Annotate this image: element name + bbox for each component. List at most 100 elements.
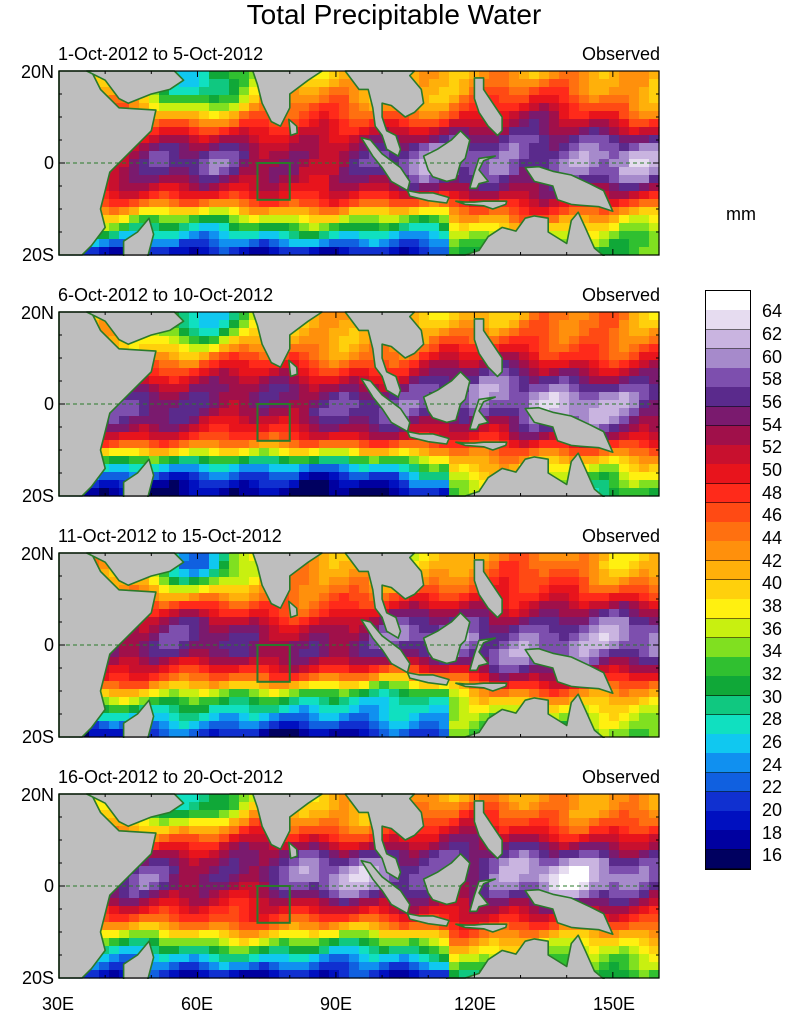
colorbar-tick-label: 46: [762, 505, 783, 526]
map-panel: 11-Oct-2012 to 15-Oct-2012 Observed: [58, 526, 660, 738]
colorbar-tick-label: 50: [762, 460, 783, 480]
colorbar-swatch: [706, 580, 750, 600]
colorbar-swatch: [706, 425, 750, 446]
x-label-120e: 120E: [453, 994, 497, 1014]
map-panel: 6-Oct-2012 to 10-Oct-2012 Observed: [58, 285, 660, 497]
colorbar-units: mm: [726, 204, 756, 224]
study-region-box: [256, 162, 291, 201]
colorbar-tick-label: 48: [762, 482, 783, 503]
study-region-box: [256, 885, 291, 924]
colorbar-swatch: [706, 637, 750, 658]
land-masses: [58, 552, 614, 738]
colorbar-tick-label: 42: [762, 550, 783, 571]
map-frame: [58, 552, 660, 738]
colorbar-swatch: [706, 676, 750, 697]
map-frame: [58, 793, 660, 979]
precipitable-water-map: [58, 311, 660, 497]
colorbar-tick-label: 24: [762, 754, 783, 775]
colorbar-tick-label: 28: [762, 709, 783, 730]
map-panel: 16-Oct-2012 to 20-Oct-2012 Observed: [58, 767, 660, 979]
panel-date-range: 16-Oct-2012 to 20-Oct-2012: [58, 767, 284, 787]
colorbar-swatch: [706, 618, 750, 639]
y-label-20s: 20S: [21, 727, 54, 747]
colorbar-swatch: [706, 368, 750, 388]
precipitable-water-map: [58, 70, 660, 256]
colorbar-tick-label: 16: [762, 845, 783, 866]
colorbar-swatch: [706, 734, 750, 754]
y-label-20n: 20N: [20, 62, 54, 82]
colorbar-swatch: [706, 695, 750, 716]
colorbar-swatch: [706, 522, 750, 542]
map-panel: 1-Oct-2012 to 5-Oct-2012 Observed: [58, 44, 660, 256]
panel-date-range: 1-Oct-2012 to 5-Oct-2012: [58, 44, 264, 64]
colorbar-swatch: [706, 310, 750, 331]
colorbar-tick-label: 22: [762, 777, 783, 798]
x-label-60e: 60E: [180, 994, 214, 1014]
colorbar-swatch: [706, 387, 750, 408]
panel-status: Observed: [581, 526, 660, 546]
colorbar-swatch: [706, 445, 750, 465]
colorbar-tick-label: 60: [762, 346, 783, 367]
colorbar-tick-label: 38: [762, 596, 783, 616]
figure-title: Total Precipitable Water: [246, 0, 542, 30]
y-label-20n: 20N: [20, 785, 54, 805]
study-region-box: [256, 403, 291, 442]
colorbar-tick-label: 44: [762, 528, 783, 548]
land-masses: [58, 70, 614, 256]
y-label-20s: 20S: [21, 486, 54, 506]
colorbar-swatch: [706, 811, 750, 831]
colorbar-tick-label: 58: [762, 369, 783, 390]
colorbar-tick-label: 36: [762, 618, 783, 639]
colorbar-swatch: [706, 406, 750, 427]
x-label-30e: 30E: [41, 994, 75, 1014]
y-label-20s: 20S: [21, 968, 54, 988]
map-frame: [58, 70, 660, 256]
colorbar-swatch: [706, 502, 750, 523]
colorbar-tick-label: 20: [762, 800, 783, 820]
colorbar: [705, 290, 751, 870]
colorbar-swatch: [706, 348, 750, 369]
precipitable-water-map: [58, 552, 660, 738]
colorbar-swatch: [706, 560, 750, 581]
colorbar-swatch: [706, 464, 750, 485]
colorbar-tick-label: 30: [762, 686, 783, 707]
colorbar-swatch: [706, 483, 750, 504]
map-frame: [58, 311, 660, 497]
y-label-20n: 20N: [20, 303, 54, 323]
colorbar-swatch: [706, 791, 750, 812]
y-label-0: 0: [43, 635, 54, 655]
panel-date-range: 11-Oct-2012 to 15-Oct-2012: [58, 526, 282, 546]
land-masses: [58, 311, 614, 497]
colorbar-tick-label: 56: [762, 392, 783, 412]
colorbar-tick-label: 62: [762, 324, 783, 344]
colorbar-tick-label: 34: [762, 641, 783, 662]
colorbar-swatch: [706, 714, 750, 735]
colorbar-swatch: [706, 753, 750, 774]
colorbar-tick-label: 52: [762, 437, 783, 458]
colorbar-tick-label: 32: [762, 664, 783, 684]
colorbar-swatch: [706, 657, 750, 677]
panel-status: Observed: [581, 44, 660, 64]
y-label-0: 0: [43, 394, 54, 414]
colorbar-tick-label: 26: [762, 732, 783, 752]
y-label-0: 0: [43, 876, 54, 896]
colorbar-swatch: [706, 849, 750, 870]
study-region-box: [256, 644, 291, 683]
precipitable-water-map: [58, 793, 660, 979]
colorbar-swatch: [706, 291, 750, 311]
colorbar-swatch: [706, 772, 750, 793]
colorbar-swatch: [706, 830, 750, 851]
colorbar-tick-label: 64: [762, 301, 783, 322]
colorbar-tick-label: 40: [762, 573, 783, 594]
land-masses: [58, 793, 614, 979]
colorbar-swatch: [706, 329, 750, 350]
panel-date-range: 6-Oct-2012 to 10-Oct-2012: [58, 285, 274, 305]
panel-status: Observed: [581, 767, 660, 787]
panel-status: Observed: [581, 285, 660, 305]
colorbar-tick-label: 54: [762, 414, 783, 435]
colorbar-swatch: [706, 599, 750, 620]
colorbar-tick-label: 18: [762, 822, 783, 843]
x-label-90e: 90E: [319, 994, 353, 1014]
colorbar-swatch: [706, 541, 750, 562]
y-label-20s: 20S: [21, 245, 54, 265]
